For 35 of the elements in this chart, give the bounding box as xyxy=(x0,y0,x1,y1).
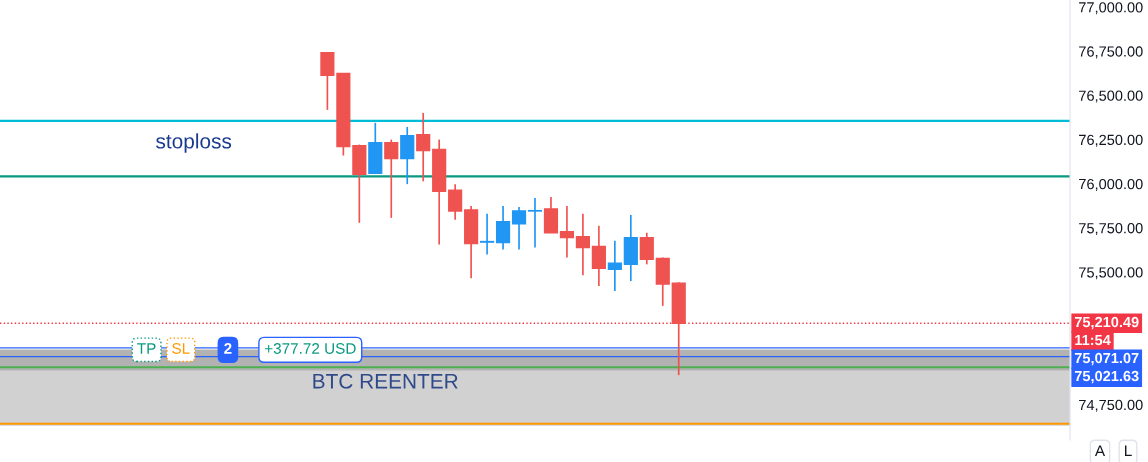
candlestick xyxy=(559,205,575,259)
annotation: stoploss xyxy=(156,133,232,153)
candlestick xyxy=(320,51,335,111)
candlestick xyxy=(591,224,606,287)
y-tick-label: 75,750.00 xyxy=(1079,223,1143,236)
candlestick xyxy=(384,138,399,219)
annotation: SL xyxy=(172,343,190,354)
candlestick xyxy=(448,183,463,221)
legend-label: 75,021.63 xyxy=(1074,370,1139,384)
y-tick-label: 75,500.00 xyxy=(1079,267,1143,280)
candlestick xyxy=(495,205,511,251)
candlestick xyxy=(607,239,622,292)
candlestick xyxy=(527,197,543,249)
annotation: TP xyxy=(137,343,156,354)
candlestick xyxy=(400,126,415,185)
y-tick-label: 76,750.00 xyxy=(1079,46,1143,59)
y-tick-label: 76,500.00 xyxy=(1079,90,1143,103)
y-tick-label: 77,000.00 xyxy=(1079,2,1143,15)
y-tick-label: 76,250.00 xyxy=(1079,134,1143,147)
candlestick xyxy=(575,212,590,277)
band-label: BTC REENTER xyxy=(313,373,458,389)
text: L xyxy=(1125,445,1132,456)
text: 11:54 xyxy=(1075,335,1111,346)
y-tick-label: 76,000.00 xyxy=(1079,178,1143,191)
candlestick xyxy=(511,206,527,251)
ref-line-label: 75,210.49 xyxy=(1074,316,1139,330)
text: A xyxy=(1094,445,1106,456)
annotation: +377.72 USD xyxy=(264,343,356,354)
candlestick xyxy=(416,112,431,183)
candlestick xyxy=(543,196,559,234)
ref-line-label: 75,071.07 xyxy=(1074,352,1139,366)
candlestick xyxy=(639,231,654,266)
annotation: 2 xyxy=(224,343,232,354)
candlestick xyxy=(480,212,495,256)
y-tick-label: 74,750.00 xyxy=(1079,399,1143,412)
